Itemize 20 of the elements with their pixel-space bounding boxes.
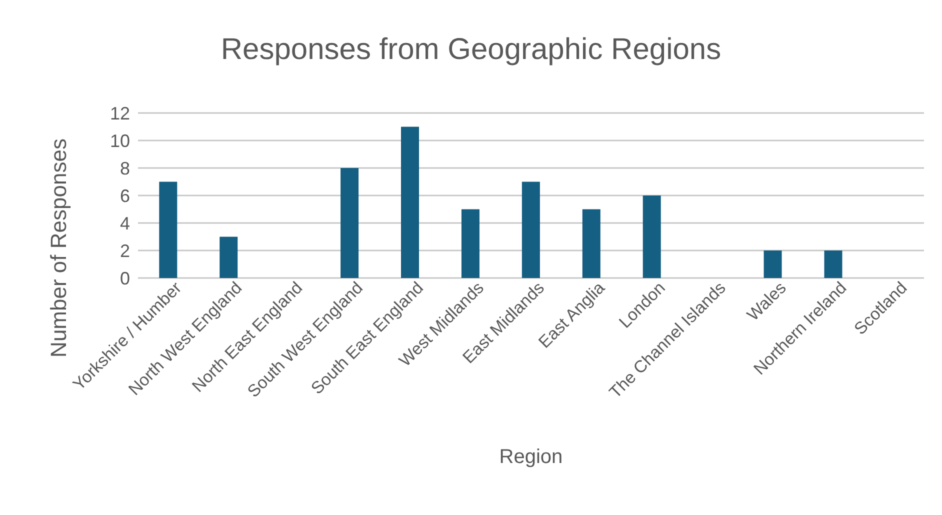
- bar: [401, 126, 420, 278]
- bar: [220, 236, 238, 278]
- bar: [340, 168, 359, 278]
- chart-title: Responses from Geographic Regions: [220, 32, 722, 68]
- y-tick-label: 12: [110, 103, 130, 124]
- x-axis-title: Region: [499, 446, 563, 468]
- y-tick-label: 4: [120, 213, 130, 234]
- y-tick-label: 8: [120, 158, 130, 178]
- bar: [461, 209, 480, 278]
- bar: [522, 182, 540, 278]
- y-tick-label: 2: [120, 240, 130, 261]
- bar: [159, 182, 178, 278]
- bar: [582, 209, 600, 278]
- bar: [642, 196, 661, 278]
- y-tick-label: 6: [120, 186, 130, 206]
- bar: [824, 250, 842, 278]
- y-tick-label: 0: [120, 268, 130, 288]
- bar: [764, 250, 782, 278]
- y-tick-label: 10: [110, 130, 130, 151]
- y-axis-title: Number of Responses: [46, 138, 71, 358]
